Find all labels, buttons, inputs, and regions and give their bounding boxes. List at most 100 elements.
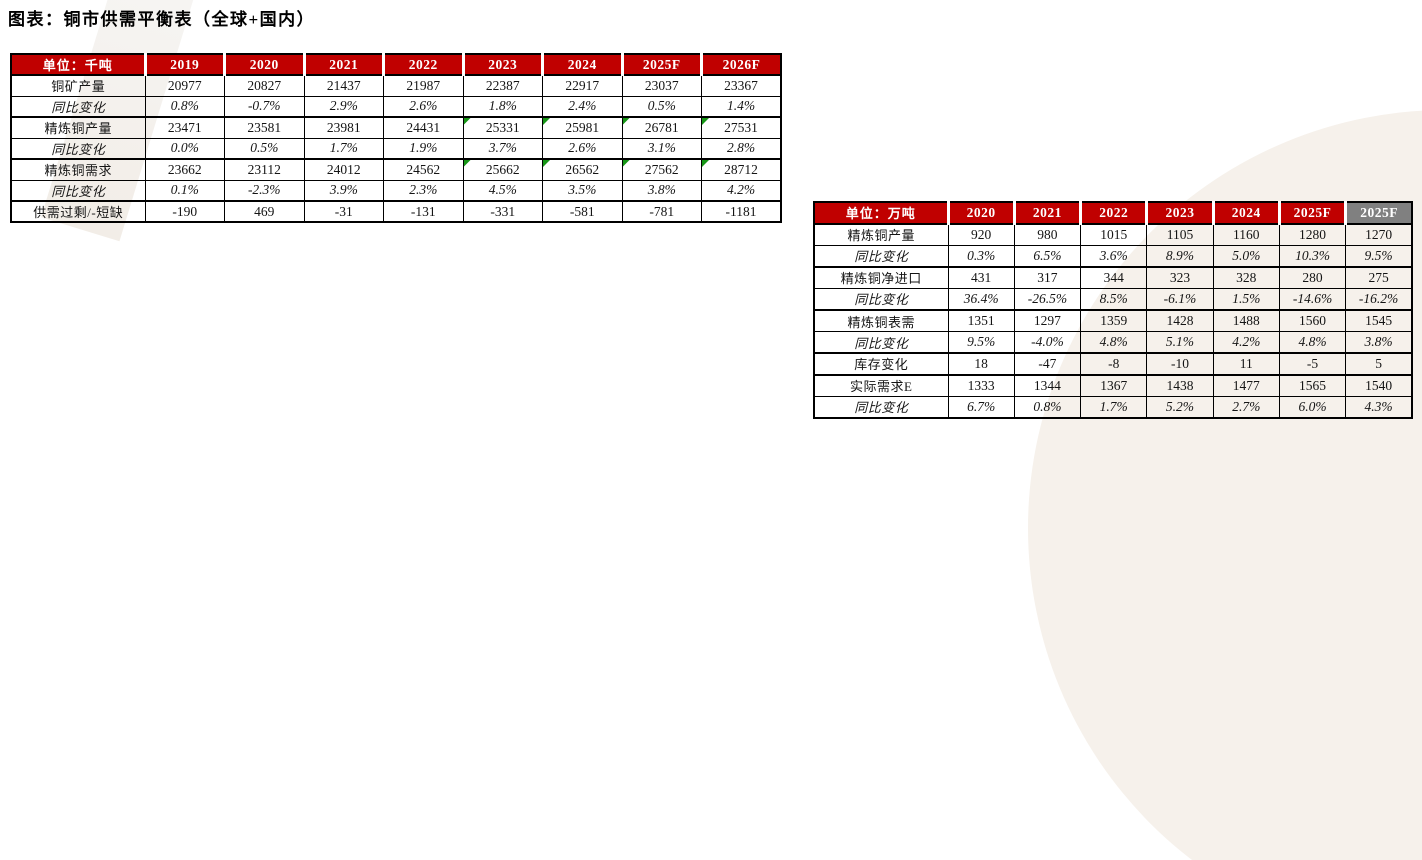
value-cell: 27562 [621,158,702,180]
value-cell: 1545 [1345,308,1413,332]
table-row: 同比变化 0.1% -2.3% 3.9% 2.3% 4.5% 3.5% 3.8% 4.2% [10,179,782,201]
value-cell: -131 [383,200,464,222]
value-cell: 2.9% [303,95,384,117]
year-header-cell: 2022 [1080,202,1149,225]
row-label: 供需过剩/-短缺 [10,200,146,222]
value-cell: 3.7% [462,137,543,159]
value-cell: -31 [303,200,384,222]
row-label: 精炼铜净进口 [813,265,949,289]
value-cell: -6.1% [1146,287,1214,310]
value-cell: 27531 [701,116,782,138]
row-label: 同比变化 [10,95,146,117]
value-cell: 0.1% [144,179,225,201]
value-cell: 280 [1278,265,1347,289]
value-cell: 2.3% [383,179,464,201]
row-label: 同比变化 [813,244,949,267]
value-cell: -0.7% [224,95,305,117]
value-cell: 1351 [947,308,1015,332]
value-cell: -5 [1278,352,1347,375]
year-header-cell: 2020 [224,54,306,76]
table-row: 精炼铜产量 23471 23581 23981 24431 25331 25981 26781… [10,116,782,138]
value-cell: 6.7% [947,395,1015,418]
table-row: 精炼铜需求 23662 23112 24012 24562 25662 26562 27562… [10,158,782,180]
year-header-cell: 2024 [1213,202,1281,225]
value-cell: 1297 [1013,308,1082,332]
value-cell: 3.6% [1080,244,1148,267]
figure-title: 图表：铜市供需平衡表（全球+国内） [8,10,316,29]
value-cell: 1560 [1278,308,1347,332]
value-cell: -10 [1146,352,1214,375]
value-cell: 3.5% [542,179,623,201]
value-cell: -190 [144,200,225,222]
value-cell: 275 [1345,265,1413,289]
value-cell: 5.0% [1212,244,1280,267]
value-cell: -2.3% [224,179,305,201]
value-cell: 1344 [1013,373,1082,397]
value-cell: 1.5% [1212,287,1280,310]
value-cell: -47 [1013,352,1082,375]
value-cell: 2.4% [542,95,623,117]
value-cell: 328 [1212,265,1280,289]
row-label: 精炼铜表需 [813,308,949,332]
table-row: 同比变化 0.3% 6.5% 3.6% 8.9% 5.0% 10.3% 9.5% [813,244,1413,267]
value-cell: 4.2% [1212,331,1280,354]
table-row: 铜矿产量 20977 20827 21437 21987 22387 22917 23037 2… [10,74,782,96]
estimate-flag-icon [543,119,550,125]
row-label: 同比变化 [813,395,949,418]
value-cell: 21987 [383,74,464,96]
value-cell: 3.9% [303,179,384,201]
value-cell: 1333 [947,373,1015,397]
value-cell: 25331 [462,116,543,138]
value-cell: 4.3% [1345,395,1413,418]
value-cell: 920 [947,222,1015,246]
value-cell: 1565 [1278,373,1347,397]
value-cell: 8.9% [1146,244,1214,267]
value-cell: 23112 [224,158,305,180]
value-cell: 1359 [1080,308,1148,332]
value-cell: 9.5% [1345,244,1413,267]
global-copper-balance-table: 单位：千吨 2019 2020 2021 2022 2023 2024 2025F 2026F 铜… [10,53,782,223]
value-cell: 1367 [1080,373,1148,397]
estimate-flag-icon [622,119,630,125]
value-cell: -14.6% [1278,287,1347,310]
row-label: 精炼铜产量 [10,116,146,138]
value-cell: 25662 [462,158,543,180]
value-cell: 431 [947,265,1015,289]
value-cell: -16.2% [1345,287,1413,310]
value-cell: 1280 [1278,222,1347,246]
value-cell: -4.0% [1013,331,1082,354]
value-cell: 0.5% [224,137,305,159]
value-cell: 24012 [303,158,384,180]
value-cell: 1.7% [1080,395,1148,418]
year-header-cell: 2023 [463,54,544,76]
value-cell: 6.0% [1278,395,1347,418]
value-cell: 1488 [1212,308,1280,332]
row-label: 实际需求E [813,373,949,397]
table-row: 精炼铜净进口 431 317 344 323 328 280 275 [813,265,1413,289]
row-label: 同比变化 [10,179,146,201]
row-label: 同比变化 [813,287,949,310]
value-cell: 1105 [1146,222,1214,246]
estimate-flag-icon [702,161,709,167]
domestic-copper-balance-table: 单位：万吨 2020 2021 2022 2023 2024 2025F 2025F 精炼铜产量… [813,201,1413,419]
value-cell: 344 [1080,265,1148,289]
year-header-cell: 2019 [145,54,226,76]
value-cell: 5.1% [1146,331,1214,354]
table-row: 精炼铜产量 920 980 1015 1105 1160 1280 1270 [813,222,1413,246]
value-cell: 469 [224,200,305,222]
year-header-cell: 2021 [304,54,385,76]
year-header-cell: 2023 [1146,202,1215,225]
estimate-flag-icon [463,161,471,167]
table-row: 供需过剩/-短缺 -190 469 -31 -131 -331 -581 -781 -1181 [10,200,782,222]
table-row: 同比变化 0.0% 0.5% 1.7% 1.9% 3.7% 2.6% 3.1% 2.8% [10,137,782,159]
row-label: 库存变化 [813,352,949,375]
table-row: 精炼铜表需 1351 1297 1359 1428 1488 1560 1545 [813,308,1413,332]
value-cell: 20977 [144,74,225,96]
value-cell: 3.8% [621,179,702,201]
value-cell: 3.1% [621,137,702,159]
value-cell: -26.5% [1013,287,1082,310]
value-cell: 24431 [383,116,464,138]
value-cell: 23037 [621,74,702,96]
year-header-cell: 2022 [383,54,465,76]
value-cell: 1428 [1146,308,1214,332]
